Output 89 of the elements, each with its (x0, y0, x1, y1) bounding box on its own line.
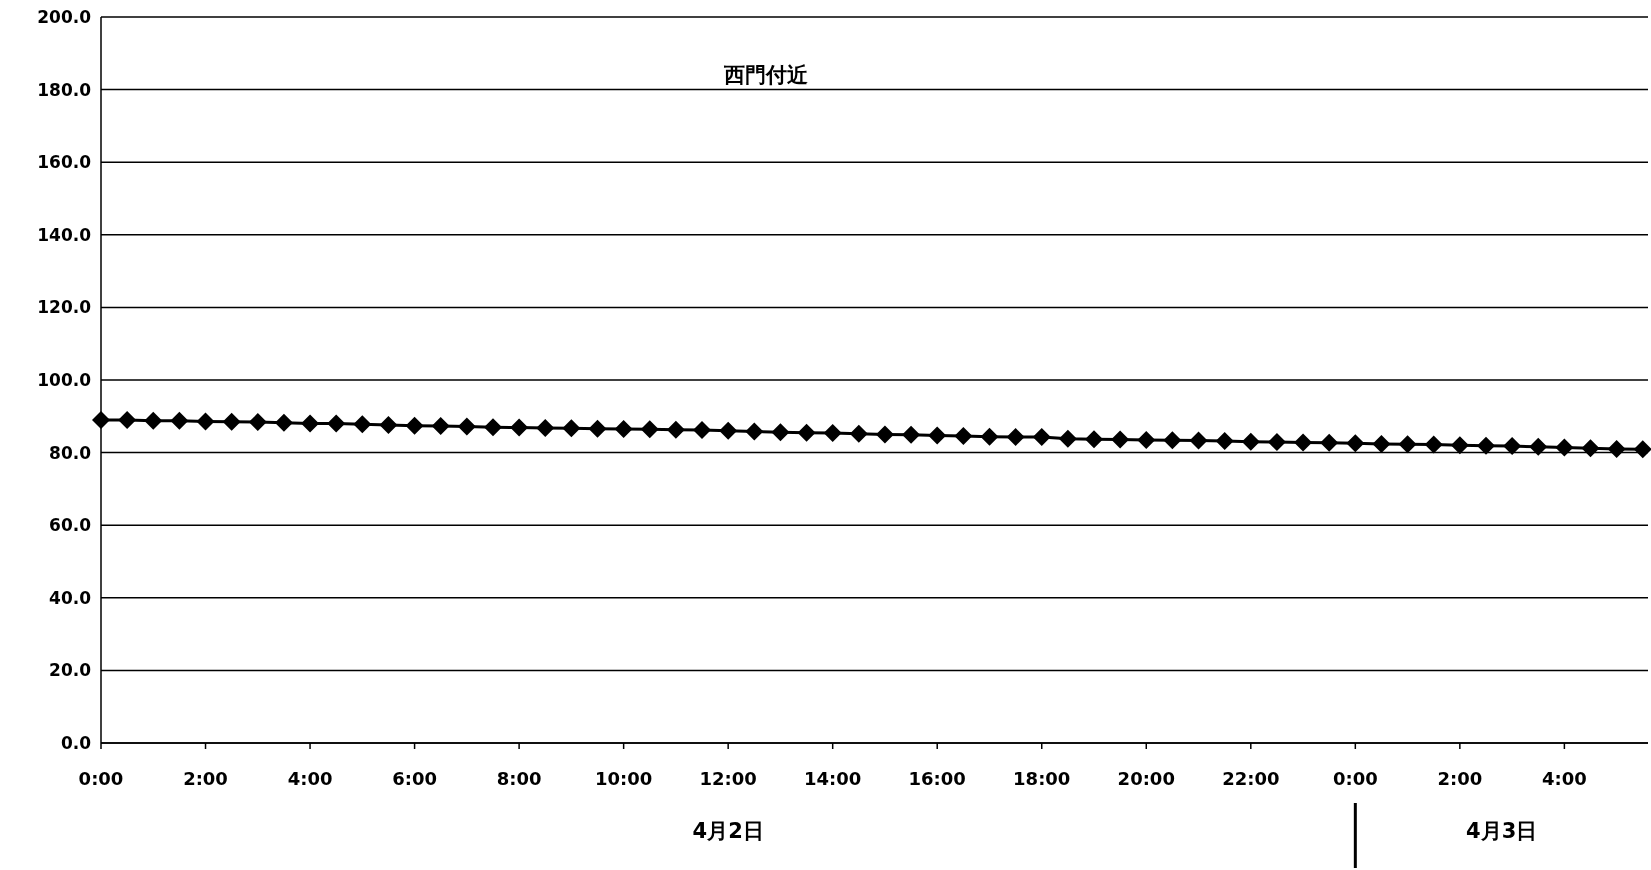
x-tick-label: 20:00 (1117, 768, 1175, 789)
point (118, 410, 137, 429)
x-tick-label: 22:00 (1222, 768, 1280, 789)
point (1215, 431, 1234, 450)
y-tick-label: 40.0 (49, 587, 92, 608)
point (614, 420, 633, 439)
point (1267, 433, 1286, 452)
point (1163, 431, 1182, 450)
point (928, 426, 947, 445)
x-tick-label: 16:00 (908, 768, 966, 789)
point (1006, 427, 1025, 446)
y-tick-label: 0.0 (60, 733, 92, 753)
point (1189, 431, 1208, 450)
y-tick-label: 60.0 (49, 515, 92, 536)
point (1398, 435, 1417, 454)
point (875, 425, 894, 444)
point (1633, 440, 1651, 459)
point (327, 414, 346, 433)
point (745, 422, 764, 441)
x-tick-label: 2:00 (183, 768, 228, 789)
point (483, 418, 502, 437)
point (666, 420, 685, 439)
text: 西門付近 (723, 62, 809, 87)
y-tick-label: 80.0 (49, 442, 92, 463)
point (431, 417, 450, 436)
point (1241, 432, 1260, 451)
point (248, 413, 267, 432)
text: 4月3日 (1466, 819, 1538, 843)
point (1058, 429, 1077, 448)
x-tick-label: 14:00 (804, 768, 862, 789)
point (980, 427, 999, 446)
point (353, 415, 372, 434)
point (849, 424, 868, 443)
point (902, 425, 921, 444)
point (1111, 430, 1130, 449)
x-tick-label: 8:00 (496, 768, 542, 789)
y-tick-label: 140.0 (37, 224, 92, 245)
y-tick-label: 20.0 (49, 660, 92, 681)
point (379, 416, 398, 435)
point (588, 419, 607, 438)
point (1450, 436, 1469, 455)
point (1372, 434, 1391, 453)
point (1529, 437, 1548, 456)
x-tick-label: 0:00 (78, 768, 124, 789)
x-tick-label: 6:00 (392, 768, 437, 789)
point (1294, 433, 1313, 452)
y-tick-label: 120.0 (37, 297, 92, 318)
point (954, 426, 973, 445)
point (1137, 430, 1156, 449)
point (771, 423, 790, 442)
point (92, 410, 110, 429)
point (1032, 427, 1051, 446)
point (797, 423, 816, 442)
point (693, 421, 712, 440)
point (536, 418, 555, 437)
point (1346, 434, 1365, 453)
point (301, 414, 320, 433)
point (222, 412, 241, 431)
x-tick-label: 4:00 (287, 768, 333, 789)
y-tick-label: 200.0 (37, 7, 92, 27)
point (562, 419, 581, 438)
text: 4月2日 (692, 819, 764, 843)
point (274, 413, 293, 432)
point (510, 418, 529, 437)
point (823, 424, 842, 442)
point (405, 416, 424, 435)
point (457, 417, 476, 436)
point (1085, 430, 1104, 449)
y-tick-label: 160.0 (37, 152, 92, 173)
point (1555, 438, 1574, 457)
point (1424, 435, 1443, 454)
point (196, 412, 215, 431)
point (144, 411, 163, 430)
x-tick-label: 18:00 (1013, 768, 1071, 789)
point (170, 411, 189, 430)
x-tick-label: 12:00 (699, 768, 757, 789)
x-tick-label: 10:00 (594, 768, 653, 789)
point (1320, 433, 1339, 452)
point (1503, 437, 1522, 456)
point (640, 420, 659, 439)
y-tick-label: 100.0 (37, 370, 92, 390)
x-tick-label: 0:00 (1332, 768, 1378, 789)
point (1607, 439, 1626, 458)
point (1581, 439, 1600, 458)
point (1476, 436, 1495, 455)
y-tick-label: 180.0 (37, 79, 92, 100)
x-tick-label: 2:00 (1437, 768, 1483, 789)
point (719, 421, 738, 440)
x-tick-label: 4:00 (1541, 768, 1587, 789)
